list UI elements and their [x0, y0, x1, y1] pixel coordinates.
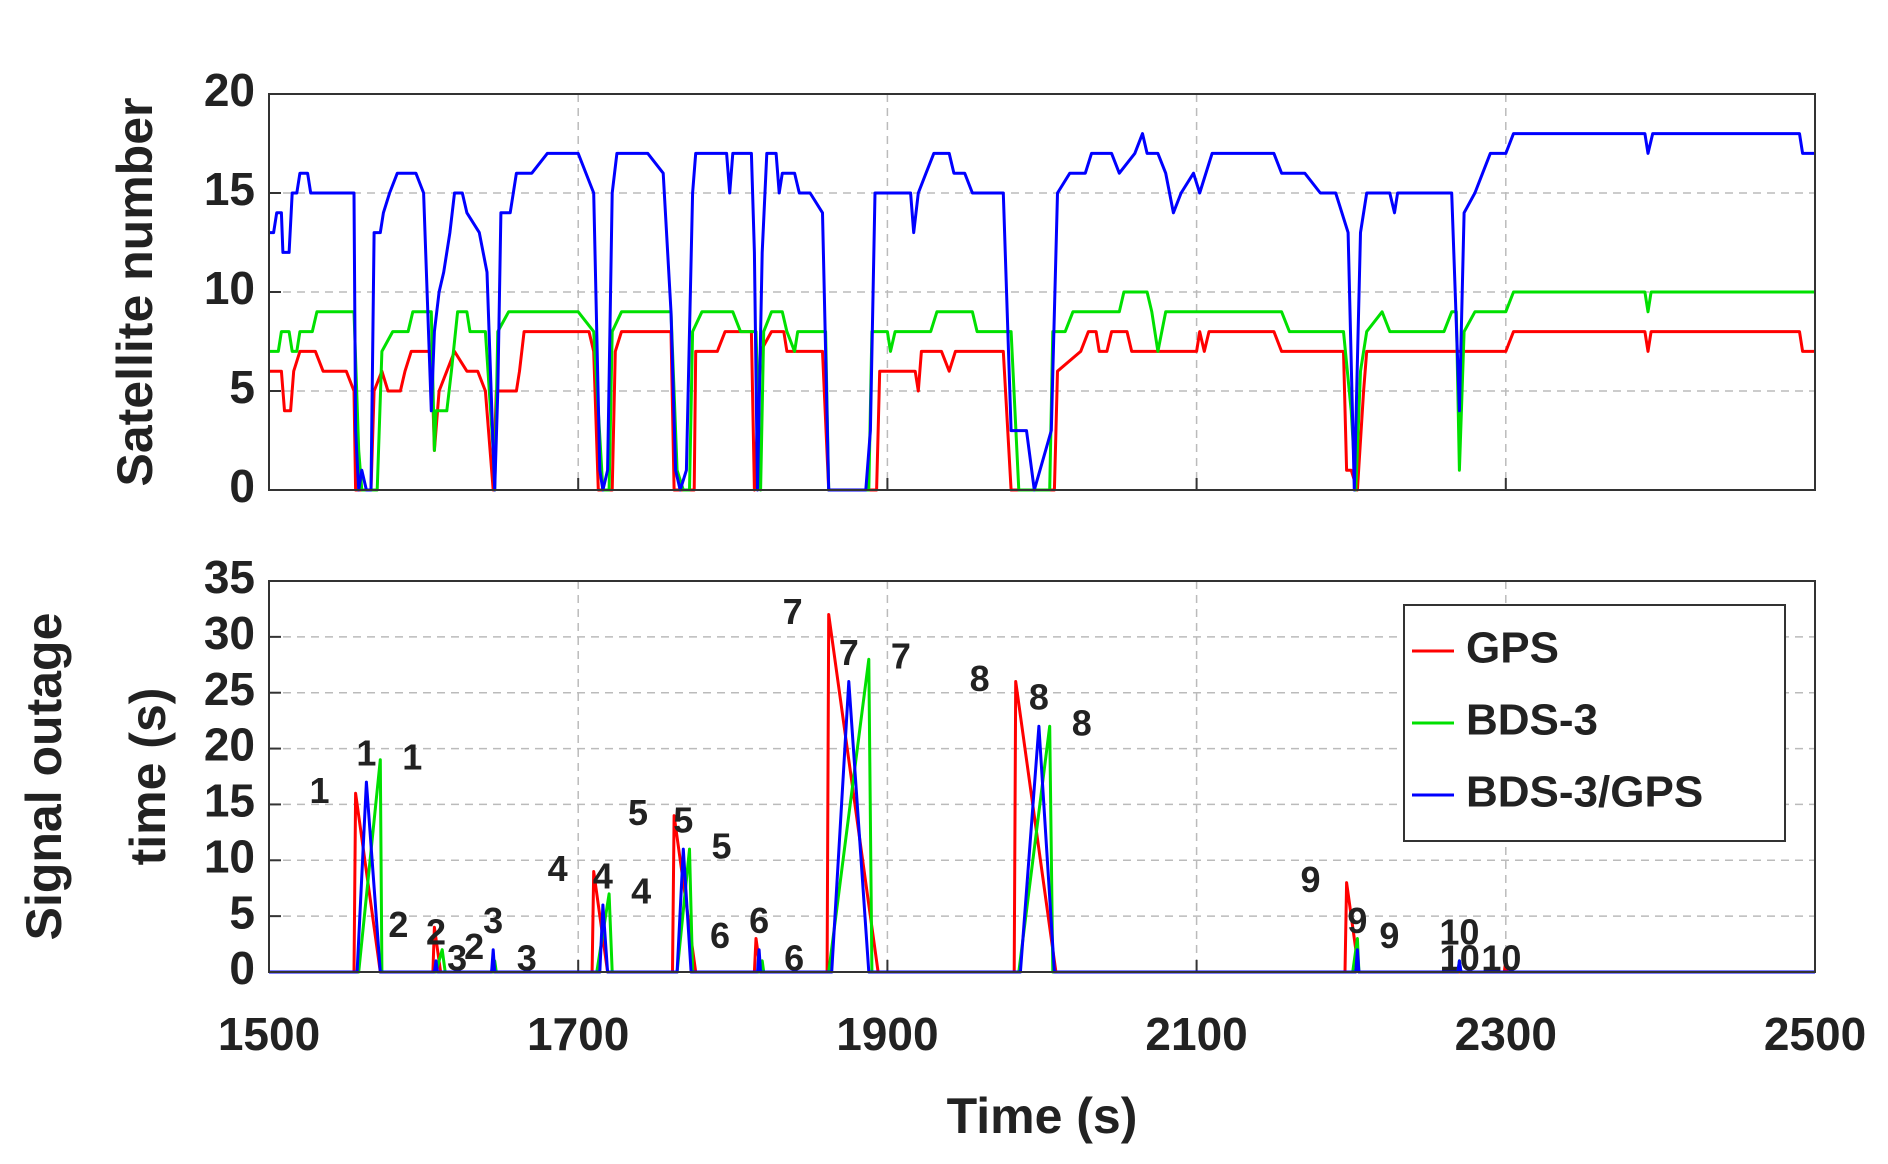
peak-label: 3	[483, 900, 503, 941]
series-line	[269, 132, 1815, 492]
y-axis-label: time (s)	[120, 688, 176, 866]
peak-label: 8	[1072, 703, 1092, 744]
plot-frame	[268, 580, 1816, 973]
peak-label: 6	[784, 937, 804, 978]
peak-label: 4	[631, 870, 651, 911]
x-tick-label: 1500	[218, 1008, 320, 1060]
peak-label: 5	[712, 826, 732, 867]
plot-frame	[268, 93, 1816, 491]
y-tick-label: 20	[204, 64, 255, 116]
y-tick-label: 0	[229, 942, 255, 994]
legend-label: BDS-3/GPS	[1466, 768, 1703, 817]
y-tick-label: 0	[229, 460, 255, 512]
peak-label: 5	[673, 800, 693, 841]
peak-label: 3	[447, 937, 467, 978]
peak-label: 2	[464, 926, 484, 967]
legend-label: GPS	[1466, 624, 1559, 673]
x-tick-label: 2100	[1145, 1008, 1247, 1060]
peak-label: 6	[710, 915, 730, 956]
peak-label: 9	[1379, 915, 1399, 956]
peak-label: 5	[628, 792, 648, 833]
y-tick-label: 15	[204, 775, 255, 827]
peak-label: 2	[426, 911, 446, 952]
peak-label: 8	[970, 658, 990, 699]
y-tick-label: 5	[229, 886, 255, 938]
peak-label: 10	[1439, 911, 1479, 952]
peak-label: 7	[783, 591, 803, 632]
peak-label: 7	[839, 632, 859, 673]
peak-label: 7	[891, 636, 911, 677]
x-tick-label: 1900	[836, 1008, 938, 1060]
y-tick-label: 15	[204, 163, 255, 215]
y-tick-label: 20	[204, 719, 255, 771]
legend-box	[1403, 604, 1786, 842]
legend-label: BDS-3	[1466, 696, 1598, 745]
y-axis-label: Signal outage	[16, 613, 72, 941]
peak-label: 4	[548, 848, 568, 889]
peak-label: 8	[1029, 677, 1049, 718]
x-axis-label: Time (s)	[947, 1088, 1138, 1144]
y-tick-label: 30	[204, 607, 255, 659]
peak-label: 1	[356, 733, 376, 774]
y-axis-label: Satellite number	[107, 98, 163, 487]
y-tick-label: 5	[229, 361, 255, 413]
y-tick-label: 10	[204, 830, 255, 882]
peak-label: 1	[402, 736, 422, 777]
x-tick-label: 2500	[1764, 1008, 1866, 1060]
peak-label: 9	[1301, 859, 1321, 900]
peak-label: 4	[593, 855, 613, 896]
peak-label: 1	[310, 770, 330, 811]
peak-label: 9	[1347, 900, 1367, 941]
peak-label: 3	[517, 937, 537, 978]
x-tick-label: 2300	[1455, 1008, 1557, 1060]
y-tick-label: 25	[204, 663, 255, 715]
peak-label: 2	[388, 904, 408, 945]
x-tick-label: 1700	[527, 1008, 629, 1060]
y-tick-label: 35	[204, 551, 255, 603]
peak-label: 6	[749, 900, 769, 941]
y-tick-label: 10	[204, 262, 255, 314]
